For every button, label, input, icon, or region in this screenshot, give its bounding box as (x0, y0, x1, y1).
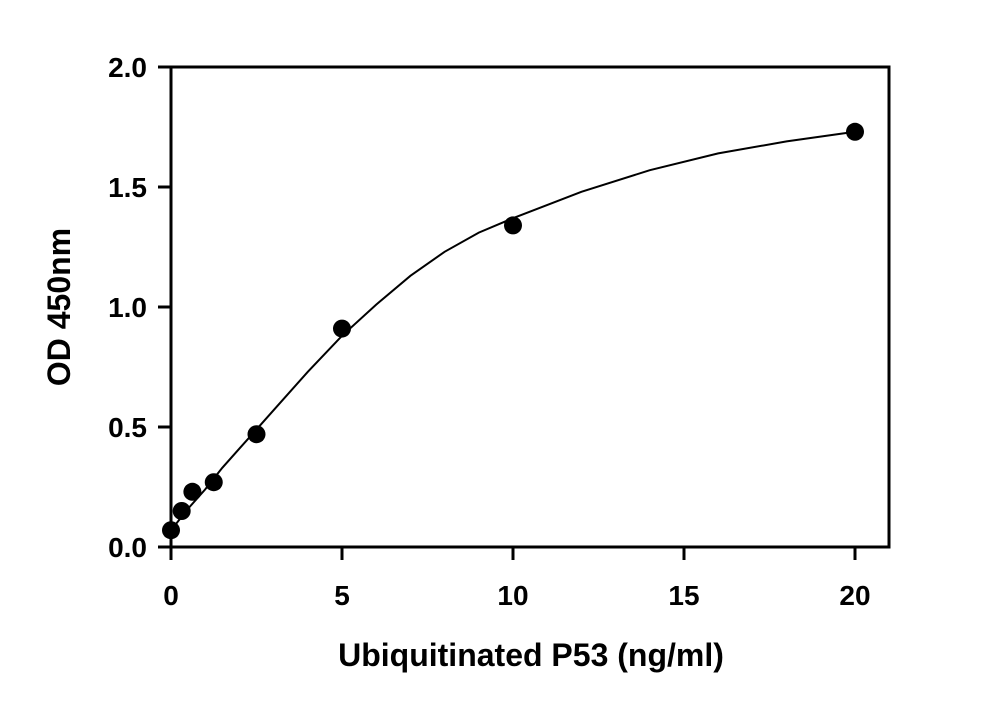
x-axis-title: Ubiquitinated P53 (ng/ml) (338, 637, 724, 673)
data-point (162, 521, 180, 540)
y-tick-label: 1.5 (108, 172, 147, 203)
data-point (172, 502, 191, 520)
data-point (204, 473, 223, 492)
x-tick-label: 5 (334, 580, 350, 611)
x-tick-label: 20 (839, 580, 870, 611)
y-axis-ticks: 0.0 0.5 1.0 1.5 2.0 (108, 52, 171, 563)
y-tick-label: 2.0 (108, 52, 147, 83)
x-tick-label: 0 (163, 580, 179, 611)
y-tick-label: 1.0 (108, 292, 147, 323)
fit-curve (170, 130, 856, 531)
data-point (504, 216, 522, 235)
data-point (333, 319, 351, 338)
x-tick-label: 10 (497, 580, 528, 611)
data-point (183, 482, 202, 501)
y-tick-label: 0.5 (108, 412, 147, 443)
data-points (162, 122, 864, 540)
y-axis-title: OD 450nm (41, 228, 77, 386)
x-tick-label: 15 (668, 580, 699, 611)
data-point (846, 122, 864, 141)
x-axis-ticks: 0 5 10 15 20 (163, 547, 871, 611)
plot-frame (169, 65, 891, 549)
y-tick-label: 0.0 (108, 532, 147, 563)
data-point (247, 425, 266, 444)
